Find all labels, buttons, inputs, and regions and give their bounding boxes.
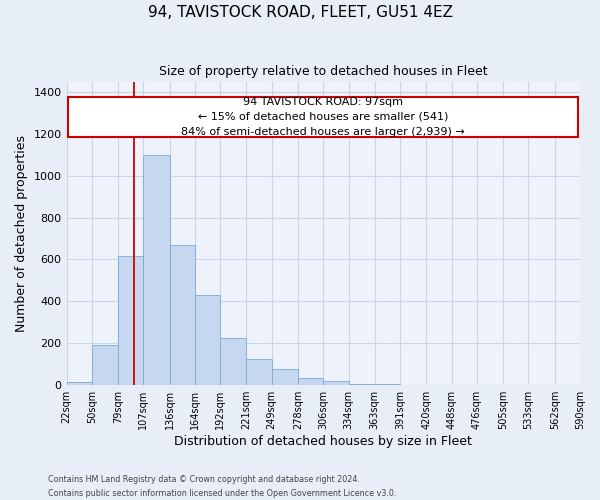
Y-axis label: Number of detached properties: Number of detached properties (15, 135, 28, 332)
Bar (323, 380, 349, 384)
Title: Size of property relative to detached houses in Fleet: Size of property relative to detached ho… (159, 65, 488, 78)
Bar (272, 369, 298, 384)
Text: 94, TAVISTOCK ROAD, FLEET, GU51 4EZ: 94, TAVISTOCK ROAD, FLEET, GU51 4EZ (148, 5, 452, 20)
Text: Contains HM Land Registry data © Crown copyright and database right 2024.
Contai: Contains HM Land Registry data © Crown c… (48, 476, 397, 498)
Text: 84% of semi-detached houses are larger (2,939) →: 84% of semi-detached houses are larger (… (181, 127, 465, 137)
Bar (67, 382, 92, 384)
Bar (170, 245, 195, 384)
Text: 94 TAVISTOCK ROAD: 97sqm: 94 TAVISTOCK ROAD: 97sqm (243, 97, 403, 107)
FancyBboxPatch shape (68, 96, 578, 138)
Bar (118, 256, 143, 384)
Bar (143, 155, 170, 384)
Bar (195, 295, 220, 384)
Text: ← 15% of detached houses are smaller (541): ← 15% of detached houses are smaller (54… (198, 112, 448, 122)
X-axis label: Distribution of detached houses by size in Fleet: Distribution of detached houses by size … (175, 434, 472, 448)
Bar (247, 358, 272, 384)
Bar (92, 345, 118, 385)
Bar (220, 338, 247, 384)
Bar (298, 378, 323, 384)
